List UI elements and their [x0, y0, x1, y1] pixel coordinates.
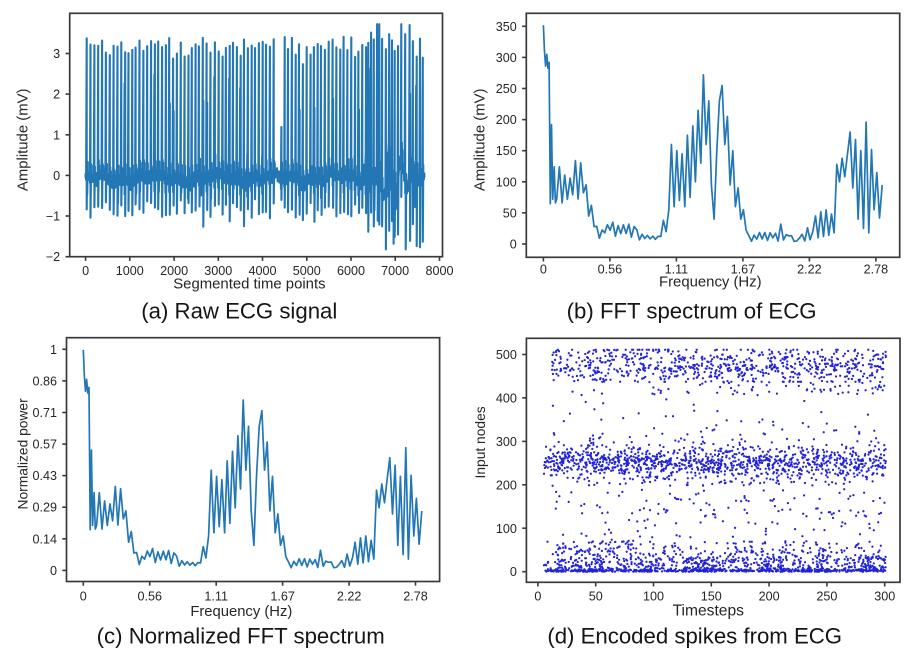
svg-text:500: 500: [496, 348, 517, 362]
svg-text:7000: 7000: [381, 264, 409, 278]
svg-text:−1: −1: [46, 210, 60, 224]
svg-text:0: 0: [534, 589, 541, 603]
svg-text:3000: 3000: [204, 264, 232, 278]
svg-text:1000: 1000: [116, 264, 144, 278]
svg-text:(b) FFT spectrum of ECG: (b) FFT spectrum of ECG: [567, 298, 817, 323]
svg-text:200: 200: [496, 113, 517, 127]
svg-text:0.29: 0.29: [32, 501, 57, 515]
svg-text:(d) Encoded spikes from ECG: (d) Encoded spikes from ECG: [547, 623, 842, 648]
svg-text:2.78: 2.78: [403, 590, 428, 604]
svg-text:50: 50: [589, 589, 603, 603]
svg-text:0.57: 0.57: [32, 438, 57, 452]
svg-text:1: 1: [53, 128, 60, 142]
svg-text:300: 300: [496, 435, 517, 449]
svg-text:100: 100: [496, 522, 517, 536]
svg-text:0: 0: [50, 564, 57, 578]
svg-text:1.67: 1.67: [731, 263, 756, 277]
svg-text:200: 200: [759, 589, 780, 603]
svg-text:50: 50: [503, 206, 517, 220]
svg-text:Frequency (Hz): Frequency (Hz): [190, 604, 292, 620]
svg-text:0: 0: [540, 263, 547, 277]
svg-text:400: 400: [496, 391, 517, 405]
svg-text:(a) Raw ECG signal: (a) Raw ECG signal: [141, 298, 337, 323]
svg-text:8000: 8000: [425, 264, 453, 278]
svg-text:1.11: 1.11: [204, 590, 228, 604]
svg-text:−2: −2: [46, 250, 60, 264]
svg-text:350: 350: [496, 20, 517, 34]
svg-text:Input nodes: Input nodes: [473, 406, 488, 478]
svg-text:100: 100: [643, 589, 664, 603]
svg-text:Timesteps: Timesteps: [673, 603, 745, 620]
svg-text:0.56: 0.56: [137, 590, 162, 604]
svg-text:0: 0: [53, 169, 60, 183]
svg-text:2: 2: [53, 88, 60, 102]
svg-text:Frequency (Hz): Frequency (Hz): [659, 275, 762, 291]
svg-text:3: 3: [53, 47, 60, 61]
svg-text:2.22: 2.22: [337, 590, 362, 604]
svg-text:4000: 4000: [248, 264, 276, 278]
svg-text:2000: 2000: [160, 264, 188, 278]
svg-text:Segmented time points: Segmented time points: [173, 276, 325, 292]
svg-text:6000: 6000: [337, 264, 365, 278]
svg-text:0: 0: [82, 264, 89, 278]
svg-text:250: 250: [496, 82, 517, 96]
svg-text:0: 0: [80, 590, 87, 604]
svg-text:0.43: 0.43: [32, 469, 57, 483]
svg-text:200: 200: [496, 478, 517, 492]
svg-text:5000: 5000: [293, 264, 321, 278]
svg-text:1.11: 1.11: [665, 263, 689, 277]
svg-text:0: 0: [510, 238, 517, 252]
svg-text:150: 150: [496, 144, 517, 158]
svg-text:0: 0: [510, 565, 517, 579]
svg-text:2.78: 2.78: [864, 263, 889, 277]
svg-text:1.67: 1.67: [270, 590, 295, 604]
svg-text:0.86: 0.86: [32, 374, 57, 388]
svg-text:0.71: 0.71: [32, 406, 57, 420]
svg-text:Amplitude (mV): Amplitude (mV): [472, 88, 488, 191]
svg-text:Normalized power: Normalized power: [16, 398, 31, 510]
svg-text:0.56: 0.56: [598, 263, 623, 277]
svg-text:1: 1: [50, 343, 57, 357]
svg-text:300: 300: [496, 51, 517, 65]
svg-text:100: 100: [496, 175, 517, 189]
svg-text:300: 300: [874, 589, 895, 603]
svg-text:(c) Normalized FFT spectrum: (c) Normalized FFT spectrum: [97, 623, 385, 648]
svg-text:Amplitude (mV): Amplitude (mV): [16, 88, 32, 191]
svg-text:0.14: 0.14: [32, 532, 57, 546]
svg-text:150: 150: [701, 589, 722, 603]
svg-text:250: 250: [816, 589, 837, 603]
svg-text:2.22: 2.22: [797, 263, 822, 277]
